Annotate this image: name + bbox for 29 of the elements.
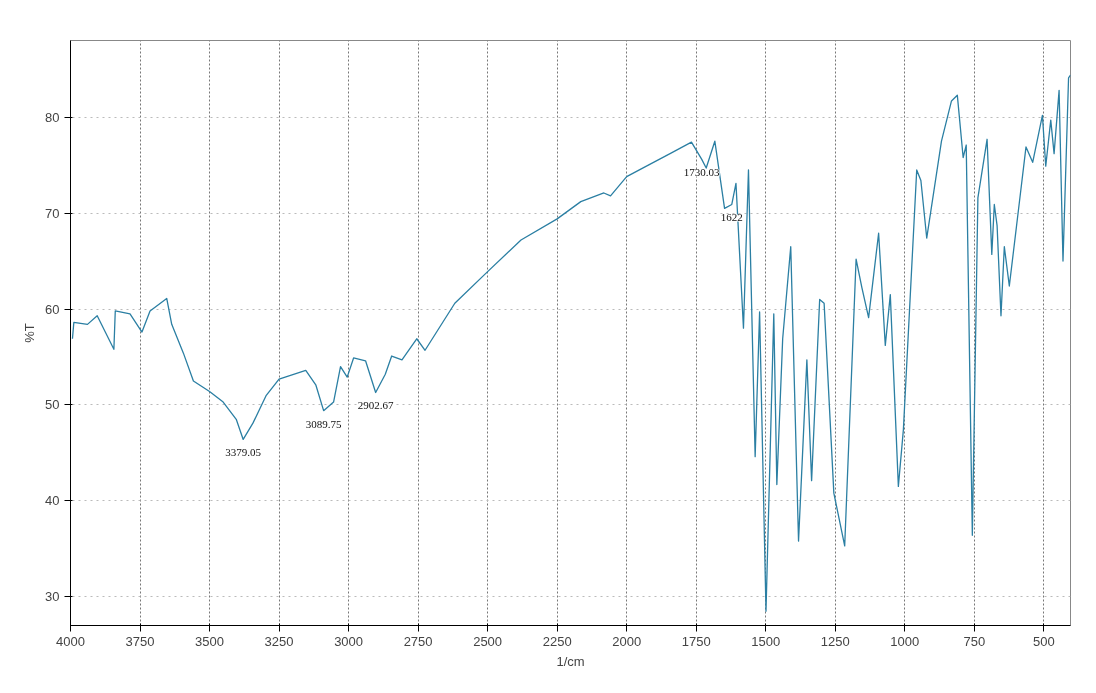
x-tick-label: 1500 — [751, 633, 781, 649]
x-tick-label: 2500 — [473, 633, 503, 649]
x-tick-label: 3750 — [125, 633, 155, 649]
annotation: 2902.67 — [357, 399, 395, 412]
x-tick-label: 1000 — [890, 633, 920, 649]
x-tick-label: 750 — [963, 633, 986, 649]
y-tick-label: 60 — [45, 301, 60, 317]
x-tick-label: 2750 — [403, 633, 433, 649]
x-tick-label: 2000 — [612, 633, 642, 649]
x-tick-label: 3250 — [264, 633, 294, 649]
x-tick-label: 1750 — [681, 633, 711, 649]
y-tick-label: 30 — [45, 589, 60, 605]
y-tick-label: 70 — [45, 205, 60, 221]
x-tick-label: 500 — [1032, 633, 1055, 649]
y-tick-label: 80 — [45, 109, 60, 125]
x-tick-label: 3000 — [334, 633, 364, 649]
annotation: 3379.05 — [225, 446, 262, 459]
x-tick-label: 4000 — [56, 633, 85, 649]
annotation: 1622 — [720, 211, 743, 224]
x-tick-label: 1250 — [820, 633, 850, 649]
y-axis-title: %T — [22, 323, 38, 343]
annotation: 3089.75 — [305, 417, 342, 430]
x-tick-label: 3500 — [195, 633, 225, 649]
annotation: 1730.03 — [683, 166, 721, 179]
x-axis-title: 1/cm — [556, 653, 585, 669]
x-tick-label: 2250 — [542, 633, 572, 649]
line-series — [71, 74, 1071, 612]
y-tick-label: 40 — [45, 493, 60, 509]
y-tick-label: 50 — [45, 397, 60, 413]
